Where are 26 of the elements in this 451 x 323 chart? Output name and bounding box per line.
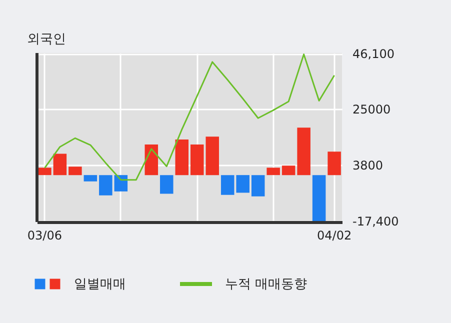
bar (297, 128, 310, 176)
bar (68, 166, 82, 176)
bar (236, 175, 250, 193)
bar (251, 175, 265, 196)
legend-label: 누적 매매동향 (225, 277, 308, 292)
bar (114, 175, 128, 192)
bar (160, 175, 174, 194)
bar (84, 175, 98, 182)
y-tick-label: 25000 (352, 102, 391, 117)
y-tick-label: 3800 (352, 158, 384, 173)
x-tick-label: 03/06 (27, 228, 62, 242)
legend-label: 일별매매 (74, 277, 126, 292)
bar (312, 175, 326, 221)
x-tick-label: 04/02 (317, 228, 352, 242)
bar (53, 154, 67, 176)
bar (38, 168, 52, 176)
line-series (44, 54, 336, 181)
bar (220, 175, 234, 195)
y-tick-label: 46,100 (352, 47, 394, 62)
bar (328, 152, 341, 176)
bar (266, 168, 280, 176)
bar (99, 175, 112, 196)
bar (282, 166, 296, 176)
y-tick-label: -17,400 (352, 214, 399, 228)
bar (175, 139, 189, 176)
chart-title: 외국인 (27, 32, 66, 47)
